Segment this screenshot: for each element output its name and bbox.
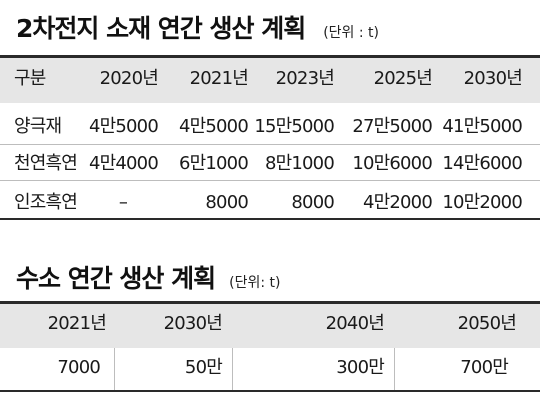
row-divider	[0, 180, 540, 181]
battery-header-label: 구분	[14, 68, 46, 89]
hydrogen-header-2021: 2021년	[47, 313, 107, 334]
table-cell: 4만5000	[88, 116, 159, 137]
table-cell: 300만	[336, 357, 385, 378]
table-cell: 10만2000	[442, 192, 522, 213]
table-cell: 41만5000	[442, 116, 522, 137]
column-divider	[114, 348, 115, 390]
table-cell: 6만1000	[178, 153, 249, 174]
hydrogen-bottom-rule	[0, 390, 540, 392]
battery-header-band	[0, 58, 540, 103]
column-divider	[232, 348, 233, 390]
table-cell: –	[118, 192, 128, 213]
row-label: 양극재	[14, 116, 62, 137]
table-cell: 8000	[291, 192, 334, 213]
hydrogen-unit-label: (단위: t)	[229, 275, 281, 291]
table-cell: 15만5000	[254, 116, 334, 137]
battery-table-title: 2차전지 소재 연간 생산 계획	[16, 14, 306, 43]
table-cell: 4만5000	[178, 116, 249, 137]
battery-header-2023: 2023년	[275, 68, 335, 89]
hydrogen-title-row: 수소 연간 생산 계획 (단위: t)	[16, 259, 280, 295]
hydrogen-header-2040: 2040년	[325, 313, 385, 334]
row-label: 인조흑연	[14, 192, 78, 213]
hydrogen-header-band	[0, 304, 540, 348]
table-cell: 4만4000	[88, 153, 159, 174]
battery-header-2021: 2021년	[189, 68, 249, 89]
battery-unit-label: (단위 : t)	[323, 25, 380, 41]
table-cell: 10만6000	[352, 153, 432, 174]
hydrogen-top-rule	[0, 301, 540, 304]
battery-bottom-rule	[0, 218, 540, 220]
battery-title-row: 2차전지 소재 연간 생산 계획 (단위 : t)	[16, 9, 379, 45]
table-cell: 700만	[460, 357, 509, 378]
hydrogen-table-title: 수소 연간 생산 계획	[16, 264, 216, 293]
table-cell: 14만6000	[442, 153, 522, 174]
battery-header-2025: 2025년	[373, 68, 433, 89]
column-divider	[394, 348, 395, 390]
hydrogen-header-2050: 2050년	[457, 313, 517, 334]
table-cell: 7000	[57, 357, 100, 378]
battery-top-rule	[0, 55, 540, 58]
row-divider	[0, 144, 540, 145]
table-cell: 8000	[205, 192, 248, 213]
table-cell: 8만1000	[264, 153, 335, 174]
table-cell: 50만	[184, 357, 223, 378]
battery-header-2020: 2020년	[99, 68, 159, 89]
table-cell: 27만5000	[352, 116, 432, 137]
hydrogen-header-2030: 2030년	[163, 313, 223, 334]
table-cell: 4만2000	[362, 192, 433, 213]
row-label: 천연흑연	[14, 153, 78, 174]
battery-header-2030: 2030년	[463, 68, 523, 89]
